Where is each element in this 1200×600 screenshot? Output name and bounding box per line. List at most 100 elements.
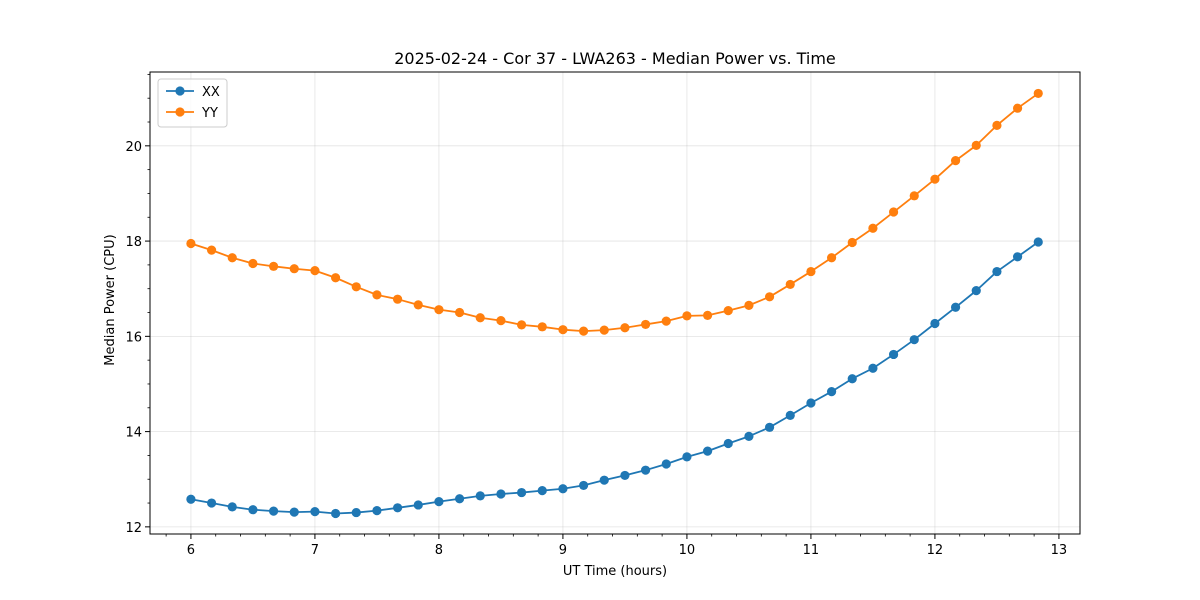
- legend: XX YY: [157, 78, 228, 128]
- series-yy-point: [227, 253, 237, 263]
- series-yy-point: [764, 292, 775, 302]
- series-xx-point: [310, 507, 320, 517]
- series-xx-point: [434, 497, 444, 507]
- series-xx-point: [1012, 252, 1023, 262]
- series-yy-point: [599, 325, 609, 335]
- series-xx-point: [723, 438, 733, 449]
- series-yy-point: [248, 258, 258, 269]
- series-xx-point: [909, 335, 919, 345]
- plot-area: [150, 72, 1080, 534]
- x-tick-label: 13: [1051, 543, 1068, 558]
- series-yy-point: [682, 311, 692, 321]
- series-yy-point: [806, 266, 816, 277]
- series-yy-point: [372, 290, 382, 300]
- series-xx-point: [227, 502, 237, 512]
- chart-title: 2025-02-24 - Cor 37 - LWA263 - Median Po…: [394, 49, 836, 68]
- series-yy-point: [310, 266, 320, 276]
- series-yy-point: [537, 322, 547, 332]
- series-yy-point: [454, 307, 465, 318]
- series-xx-point: [330, 508, 341, 519]
- series-xx-point: [475, 491, 485, 501]
- series-xx-point: [206, 498, 217, 508]
- series-xx-point: [806, 398, 816, 408]
- series-layer: [186, 88, 1043, 519]
- series-xx-point: [971, 286, 981, 296]
- x-tick-label: 7: [311, 543, 319, 558]
- series-xx-point: [496, 489, 506, 499]
- series-xx-point: [868, 363, 878, 373]
- series-yy-point: [186, 238, 196, 249]
- series-xx-point: [764, 422, 775, 432]
- x-tick-label: 6: [187, 543, 195, 558]
- series-xx-point: [888, 349, 899, 360]
- x-tick-label: 8: [435, 543, 443, 558]
- axis-ticks: 6 7 8 9 10 11 12 13 12 14 16 18 20: [125, 73, 1068, 558]
- legend-xx-label: XX: [202, 85, 220, 100]
- series-yy-point: [289, 264, 299, 274]
- x-tick-label: 12: [927, 543, 944, 558]
- series-xx-point: [599, 475, 609, 485]
- series-yy-point: [744, 300, 754, 310]
- x-axis-label: UT Time (hours): [563, 564, 667, 579]
- series-xx-point: [930, 318, 940, 329]
- series-xx-point: [682, 452, 692, 462]
- y-tick-label: 18: [125, 235, 142, 250]
- series-yy-point: [496, 316, 506, 326]
- series-yy-point: [640, 319, 651, 330]
- y-tick-label: 16: [125, 330, 142, 345]
- series-yy-point: [206, 245, 217, 255]
- series-yy-point: [723, 306, 733, 316]
- series-xx-point: [268, 506, 279, 516]
- legend-yy-marker: [175, 107, 185, 117]
- series-yy-point: [661, 316, 671, 326]
- series-xx-point: [620, 470, 630, 481]
- x-tick-label: 9: [559, 543, 567, 558]
- series-xx-point: [351, 507, 361, 518]
- series-yy-point: [392, 294, 403, 304]
- series-yy-point: [826, 253, 837, 263]
- series-yy-point: [620, 323, 630, 333]
- series-yy-point: [1012, 103, 1023, 113]
- series-yy-point: [578, 326, 589, 336]
- series-xx-point: [289, 507, 299, 517]
- series-yy-point: [888, 207, 899, 217]
- series-xx-point: [558, 484, 568, 494]
- legend-xx-marker: [175, 86, 185, 96]
- y-tick-label: 12: [125, 521, 142, 536]
- series-yy-point: [785, 279, 795, 290]
- series-xx-point: [537, 486, 547, 496]
- x-tick-label: 11: [803, 543, 820, 558]
- series-yy-point: [558, 325, 568, 335]
- series-xx-point: [372, 506, 382, 516]
- series-xx-point: [454, 494, 465, 504]
- y-tick-label: 20: [125, 140, 142, 155]
- series-yy-point: [868, 223, 878, 233]
- series-yy-point: [930, 174, 940, 184]
- series-xx-point: [744, 431, 754, 441]
- series-yy-point: [413, 300, 423, 310]
- series-xx-point: [640, 465, 651, 475]
- series-yy-point: [992, 120, 1002, 130]
- series-xx-point: [392, 503, 403, 513]
- y-axis-label: Median Power (CPU): [103, 234, 118, 365]
- series-xx-point: [847, 374, 857, 384]
- series-yy-point: [475, 313, 485, 323]
- series-yy-point: [847, 237, 857, 248]
- series-yy-point: [971, 140, 981, 150]
- series-yy-point: [1033, 88, 1043, 99]
- series-xx-point: [413, 500, 423, 510]
- series-xx-point: [992, 266, 1002, 277]
- series-yy-point: [516, 320, 527, 330]
- series-xx-point: [516, 487, 527, 498]
- series-xx-point: [950, 302, 961, 312]
- legend-yy-label: YY: [201, 106, 218, 121]
- series-xx-point: [702, 446, 713, 456]
- y-tick-label: 14: [125, 426, 142, 441]
- series-yy-point: [351, 282, 361, 292]
- series-yy-point: [702, 310, 713, 320]
- series-xx-point: [1033, 237, 1043, 247]
- series-yy-point: [434, 305, 444, 315]
- x-tick-label: 10: [679, 543, 696, 558]
- series-yy-point: [268, 261, 279, 271]
